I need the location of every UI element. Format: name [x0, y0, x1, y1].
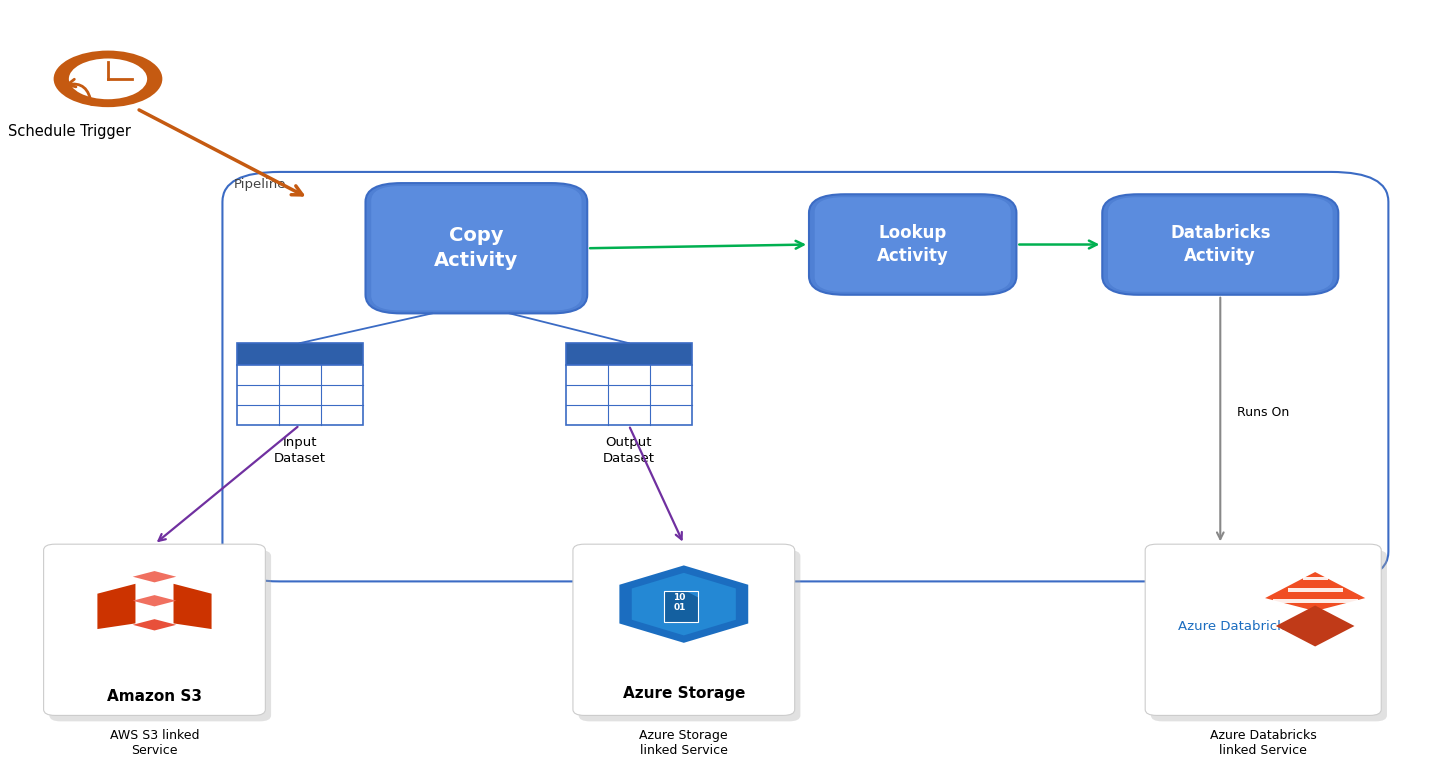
Text: Azure Databricks
linked Service: Azure Databricks linked Service — [1210, 729, 1316, 757]
Polygon shape — [686, 591, 699, 597]
FancyBboxPatch shape — [365, 183, 587, 314]
Text: Lookup
Activity: Lookup Activity — [876, 224, 948, 266]
Polygon shape — [1287, 587, 1343, 591]
Text: Azure Storage: Azure Storage — [623, 686, 745, 701]
FancyBboxPatch shape — [1103, 194, 1339, 295]
Bar — [236, 343, 362, 365]
FancyBboxPatch shape — [809, 194, 1017, 295]
FancyBboxPatch shape — [1151, 550, 1388, 721]
Text: Input
Dataset: Input Dataset — [274, 436, 325, 465]
Polygon shape — [97, 584, 136, 629]
Polygon shape — [1303, 577, 1327, 581]
FancyBboxPatch shape — [371, 186, 581, 310]
FancyBboxPatch shape — [579, 550, 800, 721]
Text: Azure Databricks: Azure Databricks — [1179, 620, 1292, 633]
Polygon shape — [1264, 572, 1365, 611]
FancyBboxPatch shape — [49, 550, 271, 721]
Circle shape — [69, 59, 147, 99]
Text: Amazon S3: Amazon S3 — [107, 689, 202, 705]
Polygon shape — [632, 573, 736, 635]
Text: Azure Storage
linked Service: Azure Storage linked Service — [640, 729, 727, 757]
Polygon shape — [620, 565, 749, 643]
Polygon shape — [133, 619, 176, 630]
Polygon shape — [1276, 606, 1355, 647]
Text: Output
Dataset: Output Dataset — [603, 436, 654, 465]
FancyBboxPatch shape — [1146, 544, 1382, 715]
Polygon shape — [133, 571, 176, 582]
Polygon shape — [1273, 599, 1358, 603]
Polygon shape — [133, 595, 176, 607]
FancyBboxPatch shape — [815, 197, 1011, 291]
Text: 10
01: 10 01 — [673, 594, 686, 612]
Text: Copy
Activity: Copy Activity — [434, 226, 518, 270]
Text: Schedule Trigger: Schedule Trigger — [7, 123, 130, 139]
Circle shape — [53, 50, 162, 107]
Text: Pipeline: Pipeline — [233, 178, 286, 191]
Text: AWS S3 linked
Service: AWS S3 linked Service — [110, 729, 199, 757]
Text: Databricks
Activity: Databricks Activity — [1170, 224, 1270, 266]
Bar — [664, 591, 699, 622]
FancyBboxPatch shape — [1108, 197, 1333, 291]
Bar — [236, 365, 362, 425]
Text: Runs On: Runs On — [1237, 406, 1290, 419]
FancyBboxPatch shape — [573, 544, 795, 715]
Bar — [566, 365, 692, 425]
Bar — [566, 343, 692, 365]
FancyBboxPatch shape — [43, 544, 265, 715]
Polygon shape — [173, 584, 212, 629]
Bar — [664, 591, 699, 622]
